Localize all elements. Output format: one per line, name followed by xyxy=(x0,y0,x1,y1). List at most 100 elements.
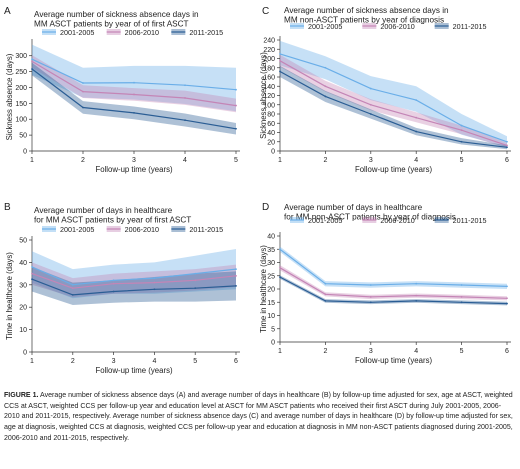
ci-band-a-2011-2015 xyxy=(32,62,236,135)
y-tick-label-d: 15 xyxy=(267,300,275,307)
data-point-b-2001-2005 xyxy=(194,272,197,275)
x-tick-label-d: 1 xyxy=(278,348,282,355)
data-point-c-2011-2015 xyxy=(460,140,463,143)
series-line-c-2006-2010 xyxy=(279,60,508,146)
ci-band-d-2001-2005 xyxy=(280,246,507,289)
data-point-c-2006-2010 xyxy=(460,129,463,132)
data-point-b-2006-2010 xyxy=(112,282,115,285)
data-point-b-2006-2010 xyxy=(194,279,197,282)
y-tick-label-c: 40 xyxy=(267,130,275,137)
x-tick-label-b: 1 xyxy=(30,358,34,365)
chart-title-d: Average number of days in healthcare xyxy=(284,203,423,212)
y-tick-label-c: 200 xyxy=(263,56,275,63)
data-point-c-2006-2010 xyxy=(324,85,327,88)
data-point-d-2011-2015 xyxy=(324,300,327,302)
y-tick-label-d: 25 xyxy=(267,273,275,280)
data-point-d-2001-2005 xyxy=(279,248,281,251)
y-tick-label-a: 250 xyxy=(15,69,27,76)
data-point-b-2011-2015 xyxy=(194,287,197,290)
ci-band-b-2001-2005 xyxy=(32,249,236,299)
data-point-d-2001-2005 xyxy=(506,285,508,288)
x-tick-label-b: 5 xyxy=(193,358,197,365)
figure-caption: FIGURE 1. Average number of sickness abs… xyxy=(4,391,516,445)
data-point-d-2006-2010 xyxy=(369,296,372,298)
chart-title-b: for MM ASCT patients by year of first AS… xyxy=(34,216,191,225)
data-point-c-2011-2015 xyxy=(506,146,508,149)
data-point-c-2001-2005 xyxy=(324,66,327,69)
data-point-b-2001-2005 xyxy=(153,277,156,279)
data-point-c-2001-2005 xyxy=(279,52,281,55)
chart-title-a: MM ASCT patients by year of of first ASC… xyxy=(34,20,189,29)
y-tick-label-c: 80 xyxy=(267,112,275,119)
x-tick-label-b: 2 xyxy=(71,358,75,365)
y-tick-label-a: 300 xyxy=(15,53,27,60)
data-point-c-2006-2010 xyxy=(415,116,418,119)
data-point-d-2001-2005 xyxy=(369,284,372,286)
x-axis-label-c: Follow-up time (years) xyxy=(355,165,433,174)
chart-panel-a: A Average number of sickness absence days… xyxy=(4,6,240,174)
y-tick-label-c: 20 xyxy=(267,139,275,146)
chart-panel-c: C Average number of sickness absence days… xyxy=(259,6,511,174)
panel-letter-c: C xyxy=(262,6,269,17)
data-point-d-2001-2005 xyxy=(460,284,463,286)
data-point-b-2006-2010 xyxy=(235,274,237,277)
chart-title-b: Average number of days in healthcare xyxy=(34,206,173,215)
data-point-c-2006-2010 xyxy=(506,144,508,147)
y-tick-label-b: 50 xyxy=(19,238,27,245)
y-tick-label-c: 60 xyxy=(267,121,275,128)
y-tick-label-b: 40 xyxy=(19,260,27,267)
data-point-a-2006-2010 xyxy=(235,104,237,107)
x-axis-label-d: Follow-up time (years) xyxy=(355,356,433,365)
data-point-c-2011-2015 xyxy=(415,130,418,133)
legend-label-a-2011-2015: 2011-2015 xyxy=(189,28,223,37)
x-tick-label-a: 5 xyxy=(234,157,238,164)
data-point-b-2011-2015 xyxy=(112,290,115,293)
x-tick-label-d: 3 xyxy=(369,348,373,355)
data-point-c-2011-2015 xyxy=(369,113,372,115)
y-axis-label-b: Time in healthcare (days) xyxy=(5,252,14,340)
y-tick-label-b: 10 xyxy=(19,327,27,334)
chart-title-a: Average number of sickness absence days … xyxy=(34,10,199,19)
x-tick-label-c: 6 xyxy=(505,157,509,164)
data-point-d-2006-2010 xyxy=(324,293,327,296)
y-tick-label-d: 20 xyxy=(267,287,275,294)
y-tick-label-c: 120 xyxy=(263,93,275,100)
ci-band-d-2006-2010 xyxy=(280,265,507,301)
chart-panel-d: D Average number of days in healthcarefor… xyxy=(259,202,511,365)
y-tick-label-c: 180 xyxy=(263,65,275,72)
data-point-b-2011-2015 xyxy=(235,285,237,287)
x-tick-label-d: 2 xyxy=(323,348,327,355)
chart-panel-b: B Average number of days in healthcarefor… xyxy=(4,202,240,375)
data-point-b-2001-2005 xyxy=(235,268,237,271)
chart-title-c: MM non-ASCT patients by year of diagnosi… xyxy=(284,16,444,25)
y-tick-label-d: 5 xyxy=(271,326,275,333)
y-tick-label-a: 200 xyxy=(15,85,27,92)
figure-canvas: A Average number of sickness absence days… xyxy=(4,6,511,375)
series-line-d-2006-2010 xyxy=(279,267,508,299)
caption-label: FIGURE 1. xyxy=(4,392,39,399)
x-tick-label-b: 6 xyxy=(234,358,238,365)
x-tick-label-b: 3 xyxy=(112,358,116,365)
data-point-b-2006-2010 xyxy=(71,287,74,290)
legend-label-b-2006-2010: 2006-2010 xyxy=(125,225,159,234)
data-point-d-2011-2015 xyxy=(460,301,463,304)
y-tick-label-c: 160 xyxy=(263,75,275,82)
y-tick-label-d: 10 xyxy=(267,313,275,320)
data-point-c-2011-2015 xyxy=(324,95,327,98)
y-tick-label-b: 0 xyxy=(23,350,27,357)
data-point-a-2011-2015 xyxy=(235,127,237,130)
series-line-d-2001-2005 xyxy=(279,248,508,287)
data-point-d-2011-2015 xyxy=(279,276,281,278)
data-point-a-2001-2005 xyxy=(31,58,33,61)
x-tick-label-a: 4 xyxy=(183,157,187,164)
data-point-a-2001-2005 xyxy=(82,82,84,84)
data-point-b-2001-2005 xyxy=(31,265,33,268)
data-point-b-2011-2015 xyxy=(71,293,74,296)
x-tick-label-a: 1 xyxy=(30,157,34,164)
x-axis-label-a: Follow-up time (years) xyxy=(95,165,173,174)
legend-label-a-2001-2005: 2001-2005 xyxy=(60,28,94,37)
data-point-d-2006-2010 xyxy=(460,296,463,298)
data-point-d-2006-2010 xyxy=(506,297,508,300)
data-point-d-2011-2015 xyxy=(506,302,508,305)
x-tick-label-c: 5 xyxy=(460,157,464,164)
